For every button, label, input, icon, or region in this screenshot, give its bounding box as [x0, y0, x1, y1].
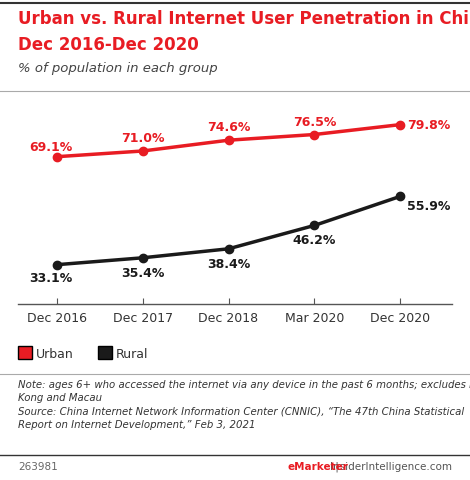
Text: 71.0%: 71.0%: [121, 132, 164, 145]
Text: 33.1%: 33.1%: [29, 272, 72, 285]
Text: 46.2%: 46.2%: [293, 234, 336, 247]
Text: InsiderIntelligence.com: InsiderIntelligence.com: [330, 461, 452, 471]
Text: 76.5%: 76.5%: [293, 116, 336, 129]
Text: % of population in each group: % of population in each group: [18, 62, 218, 75]
Text: 79.8%: 79.8%: [407, 119, 451, 132]
Text: 69.1%: 69.1%: [29, 141, 72, 154]
Text: Rural: Rural: [116, 348, 149, 361]
Text: Urban vs. Rural Internet User Penetration in China,: Urban vs. Rural Internet User Penetratio…: [18, 10, 470, 28]
Text: 38.4%: 38.4%: [207, 257, 250, 270]
Text: 55.9%: 55.9%: [407, 200, 451, 213]
Text: Note: ages 6+ who accessed the internet via any device in the past 6 months; exc: Note: ages 6+ who accessed the internet …: [18, 379, 470, 429]
Text: 74.6%: 74.6%: [207, 121, 250, 134]
Text: 263981: 263981: [18, 461, 58, 471]
Text: |: |: [332, 461, 342, 471]
Text: Urban: Urban: [36, 348, 74, 361]
Text: 35.4%: 35.4%: [121, 266, 164, 279]
Text: Dec 2016-Dec 2020: Dec 2016-Dec 2020: [18, 36, 199, 54]
Text: eMarketer: eMarketer: [287, 461, 348, 471]
